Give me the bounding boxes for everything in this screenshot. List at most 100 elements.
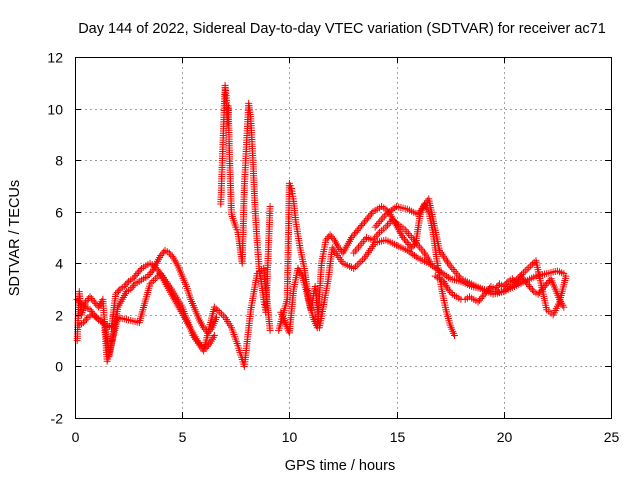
data-point-track-a — [113, 289, 121, 297]
data-point-track-e — [365, 213, 373, 221]
data-point-track-c — [86, 293, 94, 301]
data-point-track-b — [213, 313, 221, 321]
data-point-track-f — [412, 253, 420, 261]
data-point-track-f — [435, 267, 443, 275]
y-tick-label: 8 — [55, 153, 63, 169]
data-point-track-f — [353, 261, 361, 269]
data-point-track-h — [537, 287, 545, 295]
data-point-track-f — [443, 272, 451, 280]
data-point-track-i — [427, 259, 435, 267]
data-point-track-h — [444, 285, 452, 293]
data-point-track-a — [86, 306, 94, 314]
data-point-track-h — [478, 293, 486, 301]
data-point-track-b — [82, 315, 90, 323]
y-tick-label: -2 — [51, 411, 64, 427]
data-point-track-f — [350, 264, 358, 272]
data-point-track-e — [326, 231, 334, 239]
data-point-track-h — [491, 285, 499, 293]
data-point-track-g — [376, 218, 384, 226]
data-point-track-g — [382, 210, 390, 218]
data-point-track-i — [359, 237, 367, 245]
data-point-track-i — [404, 230, 412, 238]
data-point-track-f — [355, 259, 363, 267]
data-point-track-a — [132, 271, 140, 279]
data-point-track-g — [385, 208, 393, 216]
data-point-track-b — [157, 252, 165, 260]
data-point-track-a — [133, 270, 141, 278]
data-points — [73, 81, 570, 370]
data-point-track-c — [212, 305, 220, 313]
data-point-track-a — [136, 266, 144, 274]
data-point-track-e — [349, 232, 357, 240]
data-point-track-h — [480, 291, 488, 299]
data-point-track-b — [167, 251, 175, 259]
data-point-track-c — [82, 298, 90, 306]
data-point-track-h — [526, 282, 534, 290]
data-point-track-c — [146, 280, 154, 288]
data-point-track-e — [363, 215, 371, 223]
y-tick-label: 10 — [47, 102, 63, 118]
data-point-track-h — [544, 278, 552, 286]
data-point-track-h — [534, 290, 542, 298]
data-point-track-g — [562, 272, 570, 280]
data-point-track-h — [521, 277, 529, 285]
data-point-track-c — [148, 278, 156, 286]
data-point-track-g — [451, 267, 459, 275]
x-tick-label: 25 — [604, 429, 620, 445]
data-point-track-f — [437, 268, 445, 276]
data-point-track-e — [362, 216, 370, 224]
data-point-track-c — [214, 307, 222, 315]
data-point-track-g — [452, 269, 460, 277]
data-point-track-c — [90, 298, 98, 306]
data-point-track-e — [360, 218, 368, 226]
data-point-track-h — [508, 275, 516, 283]
data-point-track-h — [518, 274, 526, 282]
data-point-track-e — [358, 221, 366, 229]
data-point-track-e — [350, 230, 358, 238]
data-point-track-b — [81, 317, 89, 325]
data-point-track-e — [335, 244, 343, 252]
data-point-track-e — [450, 331, 458, 339]
data-point-track-e — [356, 223, 364, 231]
data-point-track-c — [87, 295, 95, 303]
data-point-track-g — [391, 204, 399, 212]
data-point-track-b — [145, 270, 153, 278]
data-point-track-h — [524, 281, 532, 289]
data-point-track-f — [405, 248, 413, 256]
y-tick-label: 12 — [47, 50, 63, 66]
grid-layer — [75, 57, 611, 418]
x-tick-label: 10 — [282, 429, 298, 445]
data-point-track-h — [483, 288, 491, 296]
data-point-track-c — [150, 276, 158, 284]
data-point-track-f — [409, 250, 417, 258]
data-point-track-h — [540, 283, 548, 291]
data-point-track-i — [355, 243, 363, 251]
data-point-track-a — [130, 273, 138, 281]
data-point-track-i — [383, 221, 391, 229]
data-point-track-h — [527, 284, 535, 292]
data-point-track-b — [128, 283, 136, 291]
data-point-track-e — [348, 234, 356, 241]
data-point-track-c — [210, 303, 218, 311]
x-tick-label: 15 — [390, 429, 406, 445]
data-point-track-g — [387, 206, 395, 214]
data-point-track-b — [168, 252, 176, 260]
data-point-track-f — [359, 256, 367, 264]
data-point-track-b — [144, 272, 152, 280]
data-point-track-g — [527, 262, 535, 270]
data-point-track-c — [153, 273, 161, 281]
data-point-track-g — [454, 271, 462, 279]
data-point-track-h — [477, 295, 485, 303]
data-point-track-i — [372, 232, 380, 240]
x-tick-label: 20 — [497, 429, 513, 445]
data-point-track-f — [441, 271, 449, 279]
data-point-track-a — [210, 331, 218, 339]
data-point-track-c — [216, 308, 224, 316]
data-point-track-e — [399, 234, 407, 241]
data-point-track-g — [371, 223, 379, 231]
data-point-track-h — [523, 279, 531, 287]
data-point-track-f — [357, 258, 365, 266]
y-tick-label: 0 — [55, 359, 63, 375]
data-point-track-i — [356, 241, 364, 249]
